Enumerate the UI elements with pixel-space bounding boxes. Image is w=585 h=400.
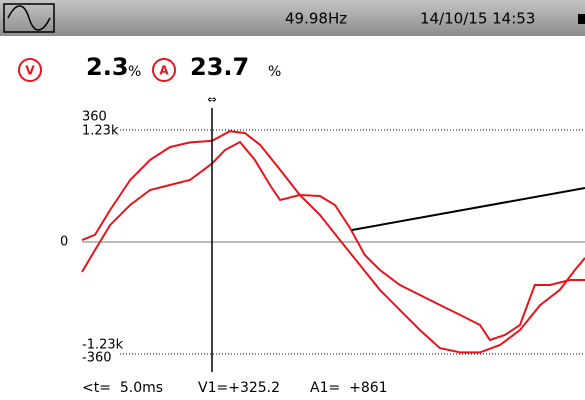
header-bar — [0, 0, 585, 36]
annotation-line — [351, 187, 585, 231]
waveform — [81, 140, 585, 342]
y-tick-label: 0 — [60, 235, 68, 250]
v-unit: % — [128, 64, 141, 80]
waveform — [81, 130, 585, 354]
battery-icon — [578, 14, 585, 24]
a-unit: % — [268, 64, 281, 80]
sine-icon — [7, 5, 51, 31]
v-icon-circle — [18, 58, 42, 82]
cursor-v1: V1=+325.2 — [198, 380, 280, 396]
cursor-a1: A1= +861 — [310, 380, 388, 396]
cursor-marker: ⇔ — [207, 93, 216, 106]
y2-tick-label: 1.23k — [82, 124, 119, 139]
y-tick-label: 360 — [82, 110, 107, 125]
a-icon-circle — [152, 58, 176, 82]
v-icon: V — [25, 64, 35, 78]
plot: 360 0 -360 1.23k -1.23k — [60, 110, 585, 366]
y-tick-label: -360 — [82, 351, 112, 366]
waveform-icon — [3, 3, 55, 33]
datetime: 14/10/15 14:53 — [420, 10, 535, 28]
frequency: 49.98Hz — [285, 10, 347, 28]
a-icon: A — [159, 64, 169, 78]
y2-tick-label: -1.23k — [82, 338, 124, 353]
v-value: 2.3 — [86, 53, 129, 81]
a-value: 23.7 — [190, 53, 249, 81]
cursor-time: <t= 5.0ms — [82, 380, 163, 396]
